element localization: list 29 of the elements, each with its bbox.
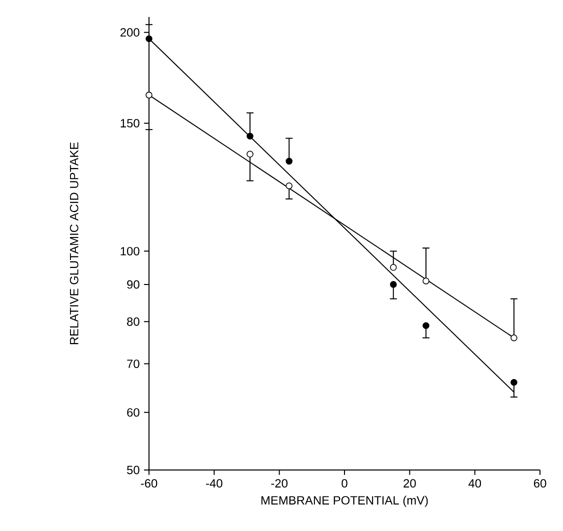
y-axis-title: RELATIVE GLUTAMIC ACID UPTAKE [70,142,78,344]
point [146,92,152,98]
point [246,132,254,140]
x-tick-label: 60 [534,479,546,488]
point [510,378,518,386]
point [246,150,254,158]
point [510,334,518,342]
point [390,281,397,288]
point [390,264,397,271]
x-tick-label: 20 [404,479,416,488]
point [286,158,292,165]
y-tick-label: 90 [127,280,140,289]
y-tick-label: 60 [127,408,140,417]
y-tick-label: 150 [120,118,140,128]
point [422,278,430,284]
y-tick-label: 70 [127,360,140,368]
point [286,182,292,190]
point [146,35,152,42]
x-tick-label: -40 [206,479,222,488]
x-axis-title: MEMBRANE POTENTIAL (mV) [261,496,428,507]
x-tick-label: -60 [140,479,158,488]
y-tick-label: 50 [127,466,140,474]
x-tick-label: 40 [468,479,482,488]
x-tick-label: -20 [271,479,288,488]
point [422,322,430,330]
y-tick-label: 200 [120,28,140,37]
y-tick-label: 100 [120,246,140,256]
x-tick-label: 0 [342,479,348,488]
y-tick-label: 80 [127,317,140,326]
